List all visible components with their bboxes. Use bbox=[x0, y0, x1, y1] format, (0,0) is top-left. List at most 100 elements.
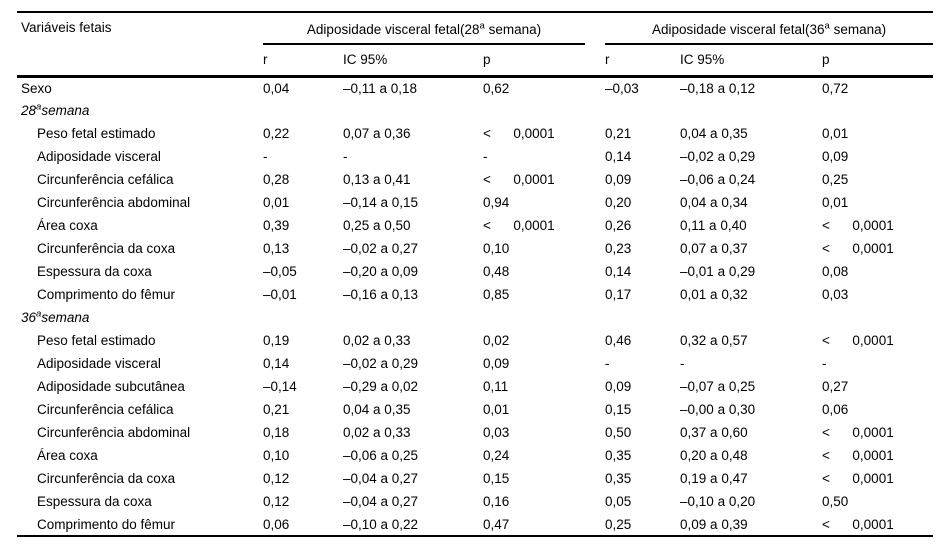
value-cell: –0,10 a 0,20 bbox=[680, 494, 756, 509]
value-cell: 0,11 bbox=[483, 379, 509, 394]
column-header-ci-36: IC 95% bbox=[680, 45, 823, 78]
table-row: Espessura da coxa 0,12 –0,04 a 0,27 0,16 0,0… bbox=[17, 490, 933, 513]
column-header-variables: Variáveis fetais bbox=[17, 12, 263, 78]
value-cell: 0,07 a 0,37 bbox=[680, 241, 748, 256]
value-cell: –0,03 bbox=[605, 80, 639, 96]
value-cell: –0,02 a 0,29 bbox=[343, 356, 419, 371]
group-36-post: semana) bbox=[829, 22, 887, 37]
row-label: Circunferência da coxa bbox=[37, 471, 176, 486]
value-cell: 0,22 bbox=[263, 126, 290, 141]
row-label: Circunferência abdominal bbox=[37, 425, 191, 440]
value-cell: –0,02 a 0,27 bbox=[343, 241, 419, 256]
value-cell: 0,20 bbox=[605, 195, 632, 210]
row-label: Adiposidade subcutânea bbox=[37, 379, 185, 394]
value-cell: 0,24 bbox=[483, 448, 510, 463]
value-cell: 0,01 bbox=[822, 126, 849, 141]
table-header: Variáveis fetais Adiposidade visceral fe… bbox=[17, 12, 934, 78]
value-cell: < 0,0001 bbox=[483, 218, 555, 233]
value-cell: –0,01 bbox=[263, 287, 297, 302]
value-cell: 0,19 bbox=[263, 333, 290, 348]
value-cell: < 0,0001 bbox=[483, 126, 555, 141]
table-row: Peso fetal estimado 0,22 0,07 a 0,36 < 0,00… bbox=[17, 122, 933, 145]
group-36-sup: a bbox=[824, 20, 830, 32]
table-row: Adiposidade visceral 0,14 –0,02 a 0,29 0,09… bbox=[17, 352, 933, 375]
value-cell: 0,23 bbox=[605, 241, 632, 256]
value-cell: 0,50 bbox=[605, 425, 632, 440]
row-label: Espessura da coxa bbox=[37, 494, 152, 509]
row-label: 28asemana bbox=[21, 101, 90, 118]
value-cell: 0,72 bbox=[822, 80, 849, 96]
column-header-ci-28: IC 95% bbox=[343, 45, 483, 78]
value-cell: 0,39 bbox=[263, 218, 290, 233]
value-cell: 0,12 bbox=[263, 494, 290, 509]
value-cell bbox=[680, 99, 822, 122]
value-cell: - bbox=[483, 149, 488, 164]
sub-header-row: r IC 95% p r IC 95% p bbox=[17, 45, 934, 78]
table-row: Sexo 0,04 –0,11 a 0,18 0,62 –0,03 –0,18 a 0,1… bbox=[17, 76, 933, 99]
group-header-row: Variáveis fetais Adiposidade visceral fe… bbox=[17, 12, 934, 78]
value-cell: 0,01 bbox=[263, 195, 290, 210]
table-row: Comprimento do fêmur 0,06 –0,10 a 0,22 0,47… bbox=[17, 513, 933, 536]
table-row: Circunferência abdominal 0,18 0,02 a 0,33 0… bbox=[17, 421, 933, 444]
group-header-28-weeks: Adiposidade visceral fetal(28a semana) bbox=[263, 12, 605, 45]
row-label: Área coxa bbox=[37, 448, 98, 463]
value-cell: 0,25 bbox=[605, 516, 632, 532]
row-label: Adiposidade visceral bbox=[37, 356, 161, 371]
value-cell: 0,09 a 0,39 bbox=[680, 516, 748, 532]
group-36-pre: Adiposidade visceral fetal(36 bbox=[651, 22, 825, 37]
value-cell: 0,35 bbox=[605, 448, 632, 463]
value-cell: 0,04 bbox=[263, 80, 290, 96]
value-cell: < 0,0001 bbox=[822, 333, 894, 348]
group-28-post: semana) bbox=[484, 22, 542, 37]
value-cell bbox=[822, 99, 933, 122]
value-cell: 0,28 bbox=[263, 172, 290, 187]
value-cell: –0,16 a 0,13 bbox=[343, 287, 419, 302]
value-cell: –0,06 a 0,24 bbox=[680, 172, 756, 187]
value-cell: –0,04 a 0,27 bbox=[343, 471, 419, 486]
value-cell: 0,06 bbox=[822, 402, 849, 417]
column-header-r-36: r bbox=[605, 45, 681, 78]
value-cell: 0,13 a 0,41 bbox=[343, 172, 411, 187]
value-cell bbox=[680, 306, 822, 329]
row-label: Circunferência cefálica bbox=[37, 172, 174, 187]
value-cell: 0,25 bbox=[822, 172, 849, 187]
table-row: Peso fetal estimado 0,19 0,02 a 0,33 0,02 0,… bbox=[17, 329, 933, 352]
value-cell: 0,02 bbox=[483, 333, 510, 348]
row-label: Circunferência cefálica bbox=[37, 402, 174, 417]
value-cell: 0,21 bbox=[263, 402, 290, 417]
value-cell bbox=[263, 306, 343, 329]
value-cell bbox=[483, 99, 605, 122]
value-cell: –0,05 bbox=[263, 264, 297, 279]
table-wrap: Variáveis fetais Adiposidade visceral fe… bbox=[17, 11, 934, 537]
value-cell: –0,01 a 0,29 bbox=[680, 264, 756, 279]
value-cell: 0,27 bbox=[822, 379, 849, 394]
value-cell: 0,07 a 0,36 bbox=[343, 126, 411, 141]
row-label: Peso fetal estimado bbox=[37, 126, 156, 141]
value-cell: 0,50 bbox=[822, 494, 849, 509]
table-row: Circunferência da coxa 0,13 –0,02 a 0,27 0,… bbox=[17, 237, 933, 260]
value-cell: - bbox=[343, 149, 348, 164]
value-cell: 0,26 bbox=[605, 218, 632, 233]
value-cell: 0,15 bbox=[605, 402, 632, 417]
value-cell: 0,14 bbox=[605, 149, 632, 164]
value-cell: 0,48 bbox=[483, 264, 510, 279]
value-cell: < 0,0001 bbox=[822, 425, 894, 440]
value-cell: 0,10 bbox=[263, 448, 290, 463]
row-label: Circunferência abdominal bbox=[37, 195, 191, 210]
value-cell: –0,00 a 0,30 bbox=[680, 402, 756, 417]
value-cell: 0,03 bbox=[822, 287, 849, 302]
table-row: Circunferência da coxa 0,12 –0,04 a 0,27 0,… bbox=[17, 467, 933, 490]
value-cell bbox=[605, 99, 680, 122]
value-cell: 0,04 a 0,35 bbox=[680, 126, 748, 141]
row-label: Sexo bbox=[21, 80, 52, 96]
value-cell: - bbox=[822, 356, 827, 371]
row-label: Comprimento do fêmur bbox=[37, 287, 176, 302]
value-cell: 0,94 bbox=[483, 195, 510, 210]
value-cell: 0,32 a 0,57 bbox=[680, 333, 748, 348]
value-cell: 0,20 a 0,48 bbox=[680, 448, 748, 463]
value-cell: –0,07 a 0,25 bbox=[680, 379, 756, 394]
value-cell: 0,01 bbox=[483, 402, 510, 417]
value-cell: 0,19 a 0,47 bbox=[680, 471, 748, 486]
section-row: 36asemana bbox=[17, 306, 933, 329]
value-cell: 0,01 bbox=[822, 195, 849, 210]
